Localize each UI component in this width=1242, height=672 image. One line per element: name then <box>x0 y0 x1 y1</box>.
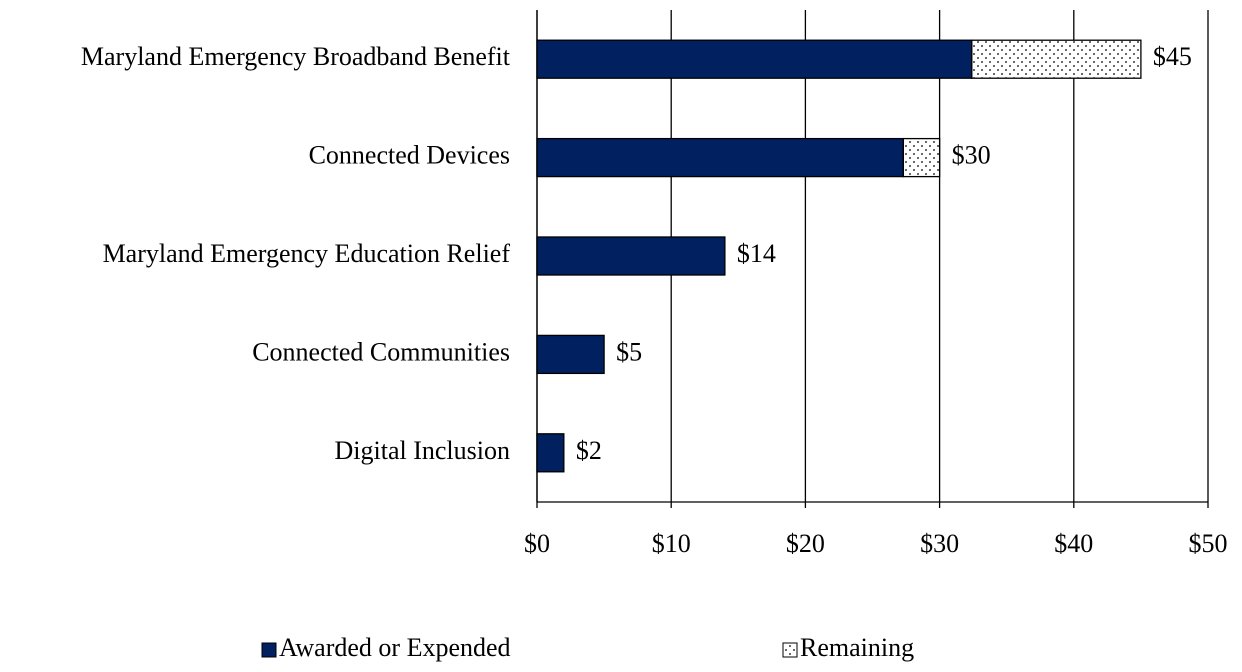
total-label: $2 <box>576 436 602 465</box>
total-label: $5 <box>616 337 642 366</box>
legend-swatch <box>261 642 277 658</box>
y-tick-label: Maryland Emergency Broadband Benefit <box>81 42 511 71</box>
x-tick-label: $50 <box>1189 529 1228 558</box>
bar-segment <box>902 137 941 178</box>
legend-label: Remaining <box>800 633 914 662</box>
bar-segment <box>536 39 973 79</box>
y-tick-label: Connected Devices <box>309 141 510 170</box>
bar-segment <box>536 433 565 473</box>
y-tick-label: Digital Inclusion <box>335 436 510 465</box>
x-tick-label: $30 <box>920 529 959 558</box>
total-label: $45 <box>1153 42 1192 71</box>
bar-segment <box>971 39 1142 79</box>
total-label: $14 <box>737 239 776 268</box>
legend-label: Awarded or Expended <box>279 633 511 662</box>
y-tick-label: Maryland Emergency Education Relief <box>103 239 511 268</box>
bar-segment <box>536 236 726 276</box>
x-tick-label: $40 <box>1054 529 1093 558</box>
x-tick-label: $10 <box>652 529 691 558</box>
y-tick-label: Connected Communities <box>252 337 510 366</box>
total-label: $30 <box>952 141 991 170</box>
legend-swatch <box>782 642 798 658</box>
bar-segment <box>536 137 905 178</box>
x-tick-label: $0 <box>524 529 550 558</box>
x-tick-label: $20 <box>786 529 825 558</box>
bar-segment <box>536 334 605 375</box>
